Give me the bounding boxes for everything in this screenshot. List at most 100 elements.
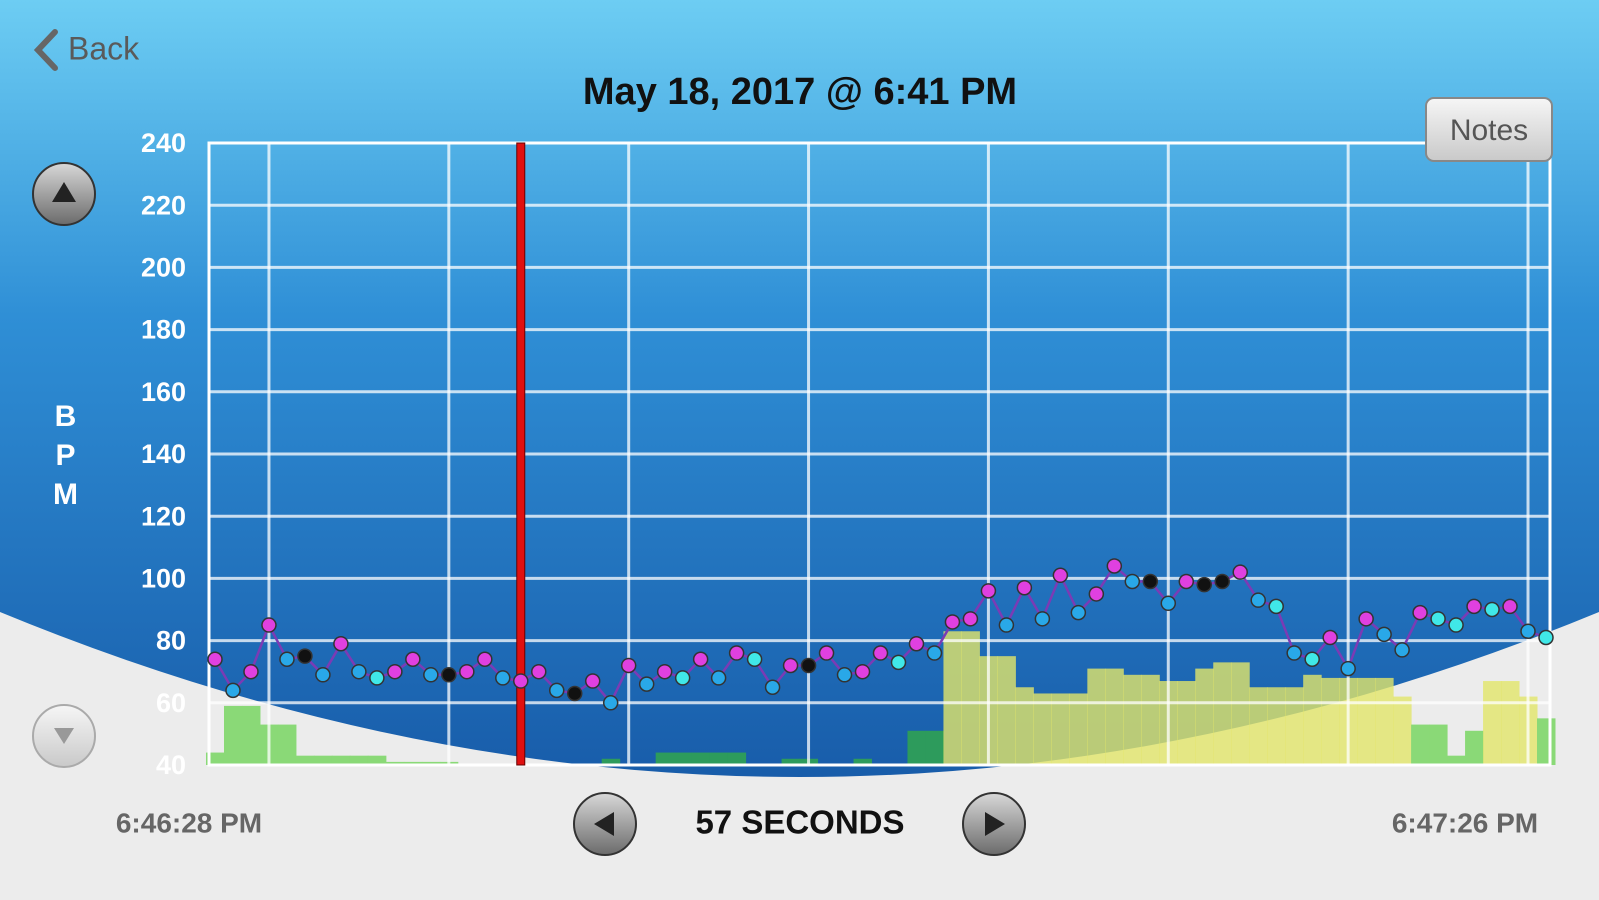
end-time: 6:47:26 PM [1392,807,1538,838]
beat-point [441,667,457,683]
y-tick-label: 240 [141,128,186,158]
zone-bar [1015,687,1034,765]
zone-bar [1141,674,1160,765]
down-arrow [54,728,74,744]
beat-point [764,679,781,695]
start-time: 6:46:28 PM [116,807,262,838]
zone-bar [601,758,621,765]
zone-bar [1231,662,1250,765]
beat-point [1448,617,1464,633]
zone-bar [673,752,693,765]
beat-point [1484,601,1500,618]
plot [206,141,1556,767]
plot-border [207,141,1552,767]
beat-point [315,667,331,683]
zone-bar [1357,677,1376,765]
beat-point [638,676,655,692]
beat-point [261,617,277,633]
zone-bar [1429,724,1448,765]
beat-point [405,651,421,668]
beat-point [854,663,871,680]
beat-point [279,651,295,668]
beat-point [800,657,817,674]
zone-bar [1087,668,1106,765]
beat-point [531,663,547,680]
beat-point [566,685,583,702]
zone-bar [1483,681,1502,765]
beat-point [980,583,997,599]
zone-bar [403,761,423,765]
beat-point [1538,629,1554,646]
zone-bar [241,705,261,765]
prev-arrow [594,812,614,836]
beat-point [1304,651,1320,668]
zone-bar [709,752,729,765]
zone-bar [1249,687,1268,765]
zone-bar [223,705,243,765]
beat-point [1286,645,1302,661]
beat-point [1430,611,1446,627]
zone-bar [997,656,1016,765]
zone-bar [1501,681,1520,765]
y-tick-label: 80 [156,626,186,656]
back-chevron[interactable] [33,29,58,71]
beat-point [1052,567,1069,584]
zone-bar [1393,696,1412,765]
beat-point [872,645,889,661]
y-axis-label: BPM [49,400,82,517]
zone-bar [1321,677,1340,765]
beat-point [1502,598,1518,615]
beat-point [728,645,745,661]
beat-point [243,663,259,680]
zone-bar [925,730,944,765]
zone-bar [1447,755,1466,765]
title: May 18, 2017 @ 6:41 PM [583,71,1017,113]
beat-point [1160,595,1177,612]
beat-point [890,654,907,671]
beat-point [495,670,511,686]
y-tick-label: 120 [141,501,186,531]
y-tick-label: 180 [141,315,186,345]
bottom-panel [0,612,1599,900]
beat-point [1214,573,1230,590]
notes-button[interactable] [1425,97,1553,162]
beat-point [387,663,403,680]
zone-bar [1537,718,1556,765]
zone-bar [1051,693,1070,765]
zone-bar [1303,674,1322,765]
beat-point [1412,604,1428,621]
zone-bar [961,631,980,765]
zone-bar [655,752,675,765]
zone-bar [907,730,926,765]
beat-point [1466,598,1482,615]
beat-point [1520,623,1536,640]
beat-point [225,682,241,699]
beat-point [297,648,313,664]
beat-point [1124,573,1141,590]
zone-bar [367,755,387,765]
beat-point [1232,564,1248,580]
beat-point [692,651,709,668]
zone-bar [1069,693,1088,765]
beat-point [1376,626,1392,643]
zone-bar [727,752,747,765]
beat-point [1250,592,1266,608]
y-tick-label: 200 [141,253,186,283]
zone-bar [781,758,801,765]
beat-point [1070,604,1087,621]
beat-point [333,635,349,652]
notes-label[interactable]: Notes [1450,114,1528,147]
back-button[interactable]: Back [68,30,140,66]
y-tick-label: 220 [141,190,186,220]
zone-bar [1213,662,1232,765]
beat-point [908,635,925,652]
zone-bar [349,755,369,765]
beat-point [1394,642,1410,658]
y-tick-label: 140 [141,439,186,469]
beat-point [1340,660,1356,677]
y-tick-label: 60 [156,688,186,718]
zone-bar [853,758,873,765]
zone-bar [295,755,315,765]
